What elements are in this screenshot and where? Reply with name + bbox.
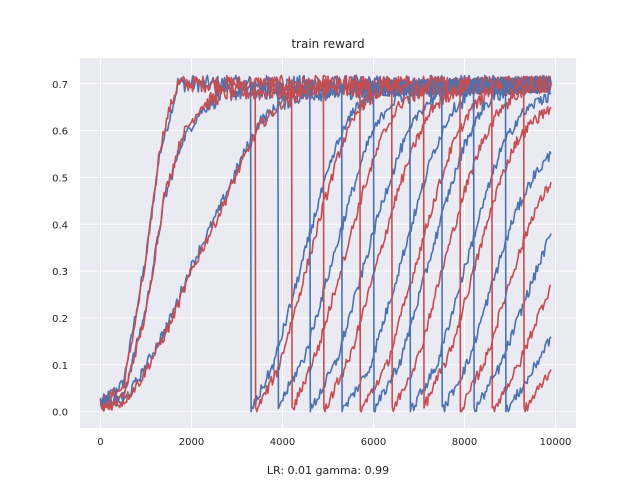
y-tick-label: 0.2	[52, 314, 68, 325]
series-line	[522, 83, 552, 413]
x-tick-label: 8000	[452, 437, 477, 448]
x-axis-label: LR: 0.01 gamma: 0.99	[267, 464, 389, 477]
series-line	[340, 76, 552, 413]
x-tick-label: 10000	[540, 437, 572, 448]
series-line	[504, 83, 552, 413]
series-line	[472, 83, 552, 413]
y-tick-label: 0.1	[52, 361, 68, 372]
series-line	[491, 83, 552, 413]
y-tick-label: 0.3	[52, 267, 68, 278]
series-line	[441, 83, 552, 413]
x-tick-label: 2000	[179, 437, 204, 448]
x-tick-label: 6000	[361, 437, 386, 448]
chart-title: train reward	[291, 37, 364, 51]
series-line	[409, 83, 552, 413]
y-tick-label: 0.4	[52, 220, 68, 231]
y-tick-label: 0.0	[52, 408, 68, 419]
series-group	[99, 74, 552, 413]
y-tick-label: 0.5	[52, 173, 68, 184]
y-tick-labels: 0.0 0.1 0.2 0.3 0.4 0.5 0.6 0.7	[52, 80, 68, 419]
x-tick-label: 0	[97, 437, 103, 448]
series-line	[372, 76, 552, 413]
y-tick-label: 0.7	[52, 80, 68, 91]
x-tick-labels: 0 2000 4000 6000 8000 10000	[97, 437, 571, 448]
series-line	[359, 75, 552, 413]
y-tick-label: 0.6	[52, 127, 68, 138]
x-tick-label: 4000	[270, 437, 295, 448]
series-line	[422, 83, 552, 409]
